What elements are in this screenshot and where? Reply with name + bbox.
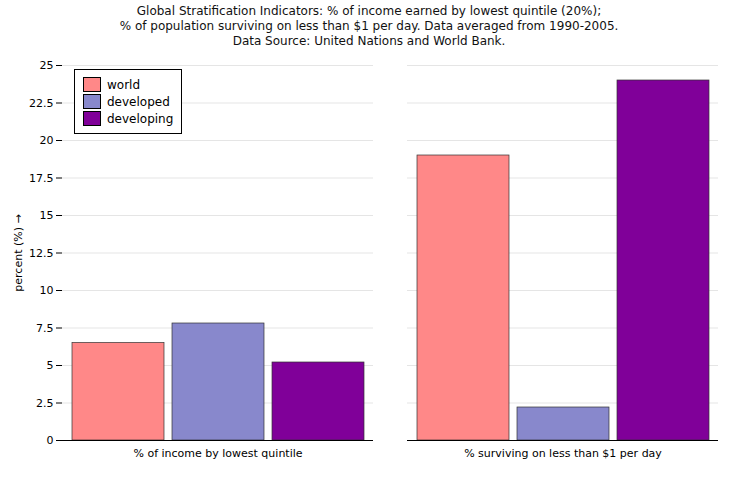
svg-text:% of income by lowest quintile: % of income by lowest quintile bbox=[133, 447, 302, 460]
html-text:Global Stratification Indicato: Global Stratification Indicators: % of i… bbox=[119, 4, 619, 48]
svg-text:20: 20 bbox=[40, 134, 54, 147]
svg-text:17.5: 17.5 bbox=[29, 172, 54, 185]
svg-text:10: 10 bbox=[40, 284, 54, 297]
svg-text:% surviving on less than $1 pe: % surviving on less than $1 per day bbox=[464, 447, 662, 460]
svg-text:2.5: 2.5 bbox=[36, 397, 54, 410]
svg-text:5: 5 bbox=[47, 359, 54, 372]
svg-text:22.5: 22.5 bbox=[29, 97, 54, 110]
svg-text:25: 25 bbox=[40, 59, 54, 72]
svg-text:12.5: 12.5 bbox=[29, 247, 54, 260]
html-text:developed: developed bbox=[107, 94, 170, 109]
svg-text:percent (%) →: percent (%) → bbox=[12, 214, 25, 291]
svg-text:0: 0 bbox=[47, 434, 54, 447]
html-text:world: world bbox=[107, 77, 140, 92]
svg-text:15: 15 bbox=[40, 209, 54, 222]
svg-text:7.5: 7.5 bbox=[36, 322, 54, 335]
html-text:developing: developing bbox=[107, 111, 174, 126]
